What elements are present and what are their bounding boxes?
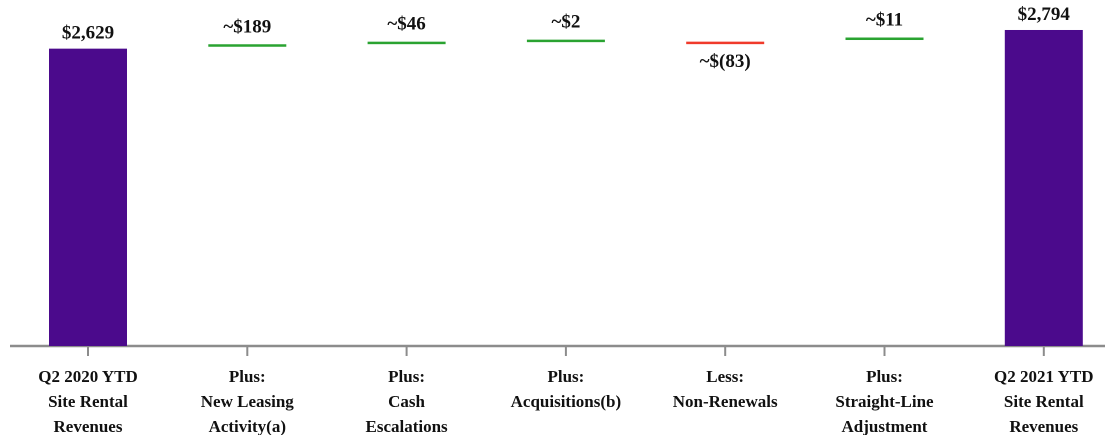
category-label: Less: <box>706 367 744 386</box>
category-label: Site Rental <box>1004 392 1084 411</box>
category-label: Site Rental <box>48 392 128 411</box>
bar-6 <box>1004 29 1083 347</box>
bar-5 <box>845 37 924 41</box>
value-label: ~$46 <box>387 14 425 35</box>
value-label: ~$189 <box>223 16 271 37</box>
value-label: ~$(83) <box>700 51 751 72</box>
bar-1 <box>208 44 287 47</box>
bar-3 <box>526 39 605 43</box>
category-label: Non-Renewals <box>673 392 778 411</box>
category-label: Activity(a) <box>209 417 286 435</box>
category-label: Escalations <box>366 417 449 435</box>
value-label: ~$11 <box>866 10 903 31</box>
category-label: Adjustment <box>842 417 928 435</box>
category-label: New Leasing <box>201 392 295 411</box>
category-label: Plus: <box>866 367 903 386</box>
category-label: Revenues <box>54 417 123 435</box>
category-label: Plus: <box>547 367 584 386</box>
category-label: Plus: <box>229 367 266 386</box>
category-label: Q2 2020 YTD <box>38 367 138 386</box>
category-label: Revenues <box>1009 417 1078 435</box>
value-label: $2,629 <box>62 23 114 44</box>
category-label: Straight-Line <box>835 392 934 411</box>
category-label: Plus: <box>388 367 425 386</box>
value-label: $2,794 <box>1018 4 1071 25</box>
bar-2 <box>367 41 446 45</box>
bar-4 <box>686 41 765 45</box>
category-label: Cash <box>388 392 425 411</box>
category-label: Acquisitions(b) <box>511 392 622 411</box>
bar-0 <box>49 48 127 347</box>
value-label: ~$2 <box>551 12 580 33</box>
category-label: Q2 2021 YTD <box>994 367 1094 386</box>
